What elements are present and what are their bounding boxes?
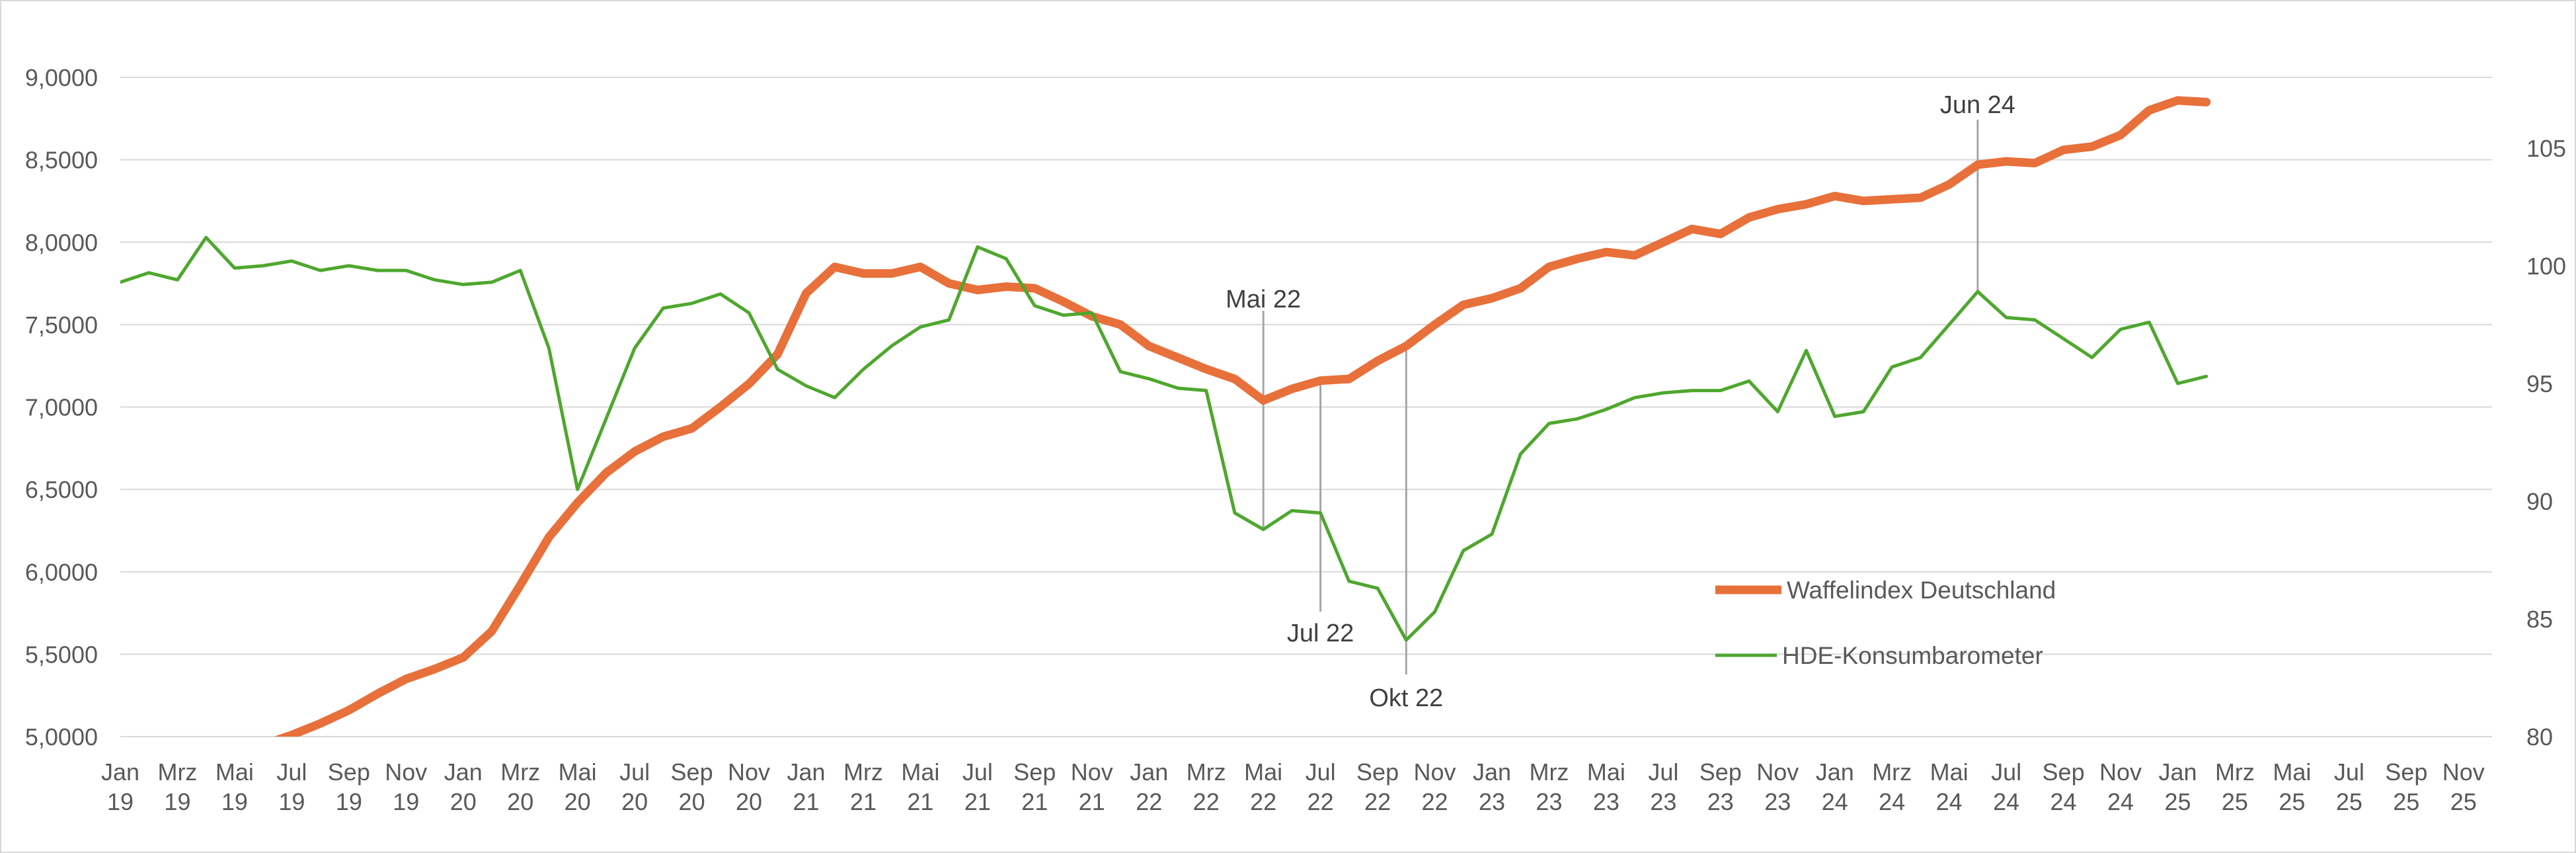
line-chart: 5,0000 5,5000 6,0000 6,5000 7,0000 7,5000 8,00… bbox=[0, 0, 2576, 853]
left-axis-ticks: 5,0000 5,5000 6,0000 6,5000 7,0000 7,5000 8,00… bbox=[25, 64, 98, 751]
left-tick-label: 7,0000 bbox=[25, 394, 98, 421]
left-tick-label: 7,5000 bbox=[25, 311, 98, 339]
annotation-label: Mai 22 bbox=[1226, 286, 1301, 313]
left-tick-label: 6,5000 bbox=[25, 476, 98, 503]
left-tick-label: 9,0000 bbox=[25, 64, 98, 91]
left-tick-label: 5,0000 bbox=[25, 723, 98, 751]
left-tick-label: 8,0000 bbox=[25, 229, 98, 256]
legend-label-hde: HDE-Konsumbarometer bbox=[1782, 642, 2043, 669]
right-tick-label: 90 bbox=[2526, 488, 2553, 515]
annotation-label: Jun 24 bbox=[1940, 91, 2015, 119]
left-tick-label: 6,0000 bbox=[25, 559, 98, 586]
right-tick-label: 105 bbox=[2526, 135, 2566, 162]
chart-container: 5,0000 5,5000 6,0000 6,5000 7,0000 7,5000 8,00… bbox=[0, 0, 2576, 853]
annotation-label: Jul 22 bbox=[1287, 620, 1354, 647]
left-tick-label: 8,5000 bbox=[25, 147, 98, 174]
annotation-label: Okt 22 bbox=[1369, 684, 1443, 712]
right-tick-label: 100 bbox=[2526, 253, 2566, 280]
right-tick-label: 80 bbox=[2526, 723, 2553, 751]
chart-frame bbox=[1, 1, 2575, 852]
right-tick-label: 95 bbox=[2526, 370, 2553, 397]
right-tick-label: 85 bbox=[2526, 606, 2553, 633]
left-tick-label: 5,5000 bbox=[25, 641, 98, 668]
legend-label-waffelindex: Waffelindex Deutschland bbox=[1787, 577, 2056, 604]
